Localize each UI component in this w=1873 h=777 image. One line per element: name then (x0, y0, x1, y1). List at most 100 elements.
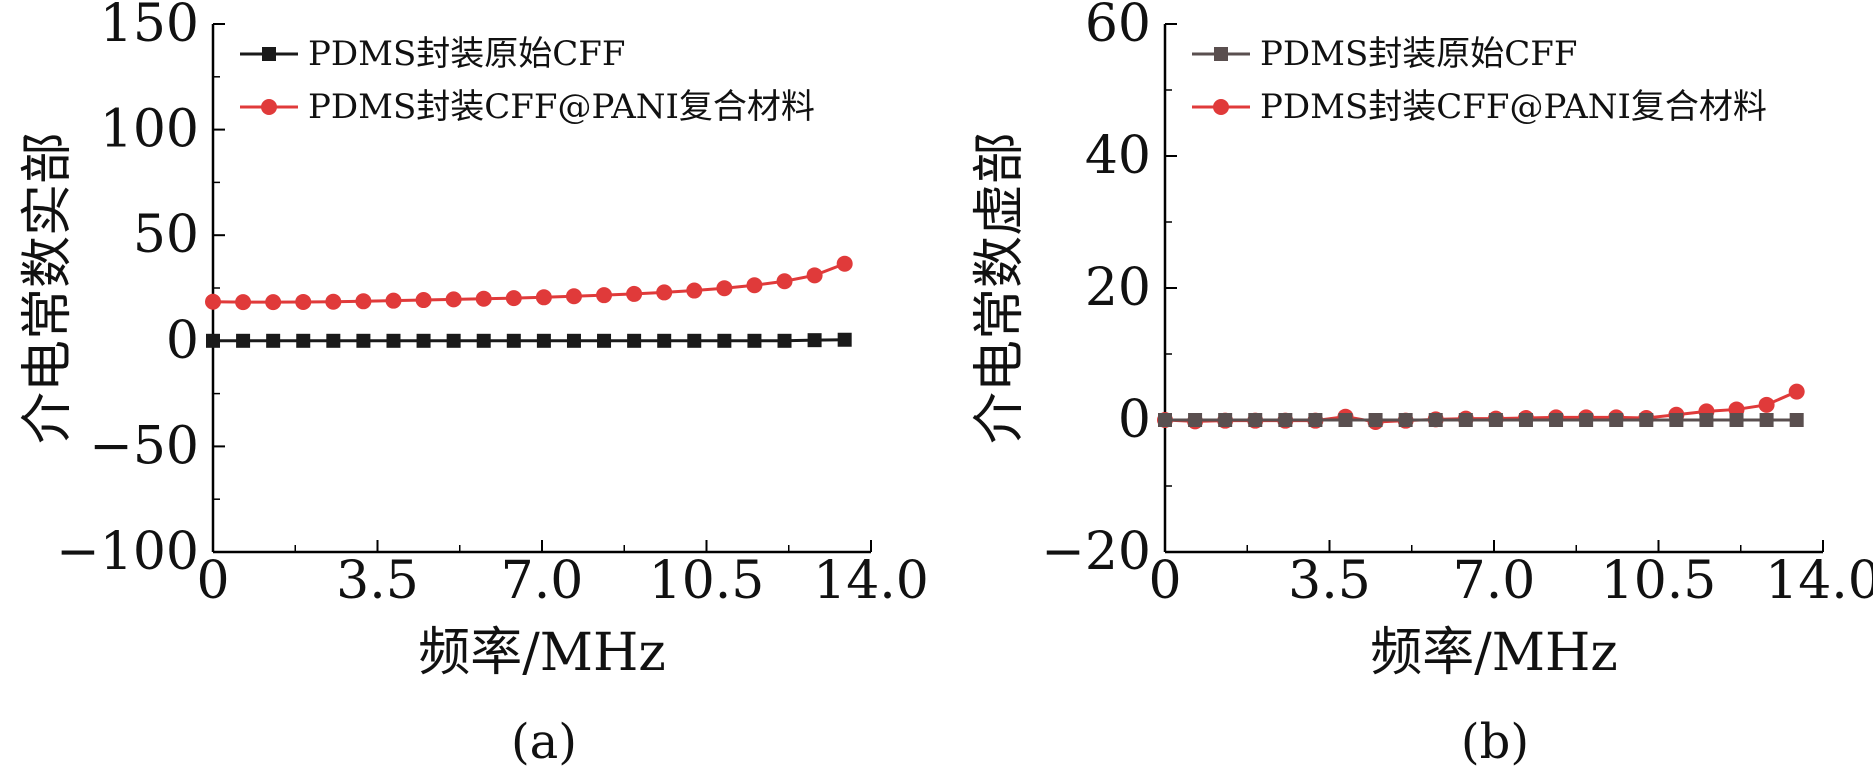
y-tick-label: 60 (1085, 0, 1151, 54)
y-tick-label: −20 (1041, 522, 1151, 582)
data-point-square (1549, 413, 1564, 427)
x-tick-label: 7.0 (1453, 551, 1536, 611)
data-point-square (326, 333, 341, 348)
y-tick-label: 20 (1085, 258, 1151, 318)
data-point-circle (385, 292, 402, 309)
data-point-circle (776, 273, 793, 290)
x-axis-title: 频率/MHz (1370, 623, 1618, 683)
x-tick-label: 10.5 (649, 551, 765, 611)
data-point-circle (1758, 396, 1775, 413)
data-point-square (1428, 413, 1443, 427)
data-point-square (747, 333, 762, 348)
data-point-circle (325, 293, 342, 310)
data-point-square (1368, 413, 1383, 427)
data-point-square (1759, 413, 1774, 427)
y-axis-title: 介电常数虚部 (970, 132, 1030, 444)
data-point-circle (565, 288, 582, 305)
data-point-square (1579, 413, 1594, 427)
y-tick-label: −50 (89, 416, 199, 476)
data-point-square (1699, 413, 1714, 427)
y-tick-label: 50 (133, 205, 199, 265)
data-point-square (1488, 413, 1503, 427)
data-point-square (1338, 413, 1353, 427)
data-point-square (566, 333, 581, 348)
data-point-square (1278, 413, 1293, 427)
data-point-circle (535, 289, 552, 306)
x-tick-label: 3.5 (336, 551, 419, 611)
data-point-square (1518, 413, 1533, 427)
series-line (213, 338, 845, 343)
data-point-circle (355, 293, 372, 310)
data-point-circle (596, 287, 613, 304)
data-point-square (597, 333, 612, 348)
data-point-circle (806, 267, 823, 284)
data-point-circle (686, 282, 703, 299)
data-point-circle (836, 255, 853, 272)
y-axis-title: 介电常数实部 (18, 132, 78, 444)
data-point-square (356, 333, 371, 348)
data-point-square (1398, 413, 1413, 427)
data-point-square (1789, 413, 1804, 427)
data-point-square (476, 333, 491, 348)
x-tick-label: 10.5 (1601, 551, 1717, 611)
data-point-circle (746, 277, 763, 294)
data-point-square (1458, 413, 1473, 427)
data-point-circle (505, 290, 522, 307)
data-point-square (627, 333, 642, 348)
data-point-circle (656, 284, 673, 301)
y-tick-label: 100 (100, 100, 199, 160)
data-point-square (777, 333, 792, 348)
data-point-square (687, 333, 702, 348)
series-line (212, 262, 846, 304)
legend-marker-circle (261, 99, 277, 115)
legend-marker-square (262, 47, 276, 61)
data-point-circle (1788, 383, 1805, 400)
data-point-circle (265, 294, 282, 311)
data-point-square (296, 333, 311, 348)
data-point-square (1158, 413, 1172, 427)
data-point-square (206, 333, 220, 348)
data-point-square (536, 333, 551, 348)
data-point-square (1188, 413, 1203, 427)
data-point-square (1248, 413, 1263, 427)
data-point-circle (626, 285, 643, 302)
data-point-square (807, 333, 822, 348)
x-tick-label: 14.0 (813, 551, 929, 611)
x-tick-label: 0 (1148, 551, 1181, 611)
y-tick-label: 0 (166, 311, 199, 371)
data-point-square (1669, 413, 1684, 427)
data-point-circle (415, 292, 432, 309)
legend-label: PDMS封装CFF@PANI复合材料 (1260, 87, 1767, 127)
data-point-square (266, 333, 281, 348)
data-point-square (837, 332, 852, 347)
data-point-circle (205, 293, 221, 310)
data-point-square (1729, 413, 1744, 427)
y-tick-label: 40 (1085, 126, 1151, 186)
x-tick-label: 3.5 (1288, 551, 1371, 611)
data-point-square (386, 333, 401, 348)
panel-label: (a) (511, 714, 577, 770)
data-point-square (717, 333, 732, 348)
legend-label: PDMS封装原始CFF (308, 34, 625, 74)
data-point-square (1308, 413, 1323, 427)
data-point-square (1609, 413, 1624, 427)
x-tick-label: 14.0 (1765, 551, 1873, 611)
y-tick-label: 0 (1118, 390, 1151, 450)
y-tick-label: 150 (100, 0, 199, 54)
data-point-circle (235, 294, 252, 311)
x-tick-label: 7.0 (501, 551, 584, 611)
data-point-square (416, 333, 431, 348)
data-point-circle (475, 290, 492, 307)
data-point-square (446, 333, 461, 348)
data-point-square (1639, 413, 1654, 427)
data-point-square (236, 333, 251, 348)
legend-marker-circle (1213, 99, 1229, 115)
x-axis-title: 频率/MHz (418, 623, 666, 683)
data-point-square (657, 333, 672, 348)
legend-marker-square (1214, 47, 1228, 61)
data-point-circle (716, 280, 733, 297)
data-point-square (1218, 413, 1233, 427)
